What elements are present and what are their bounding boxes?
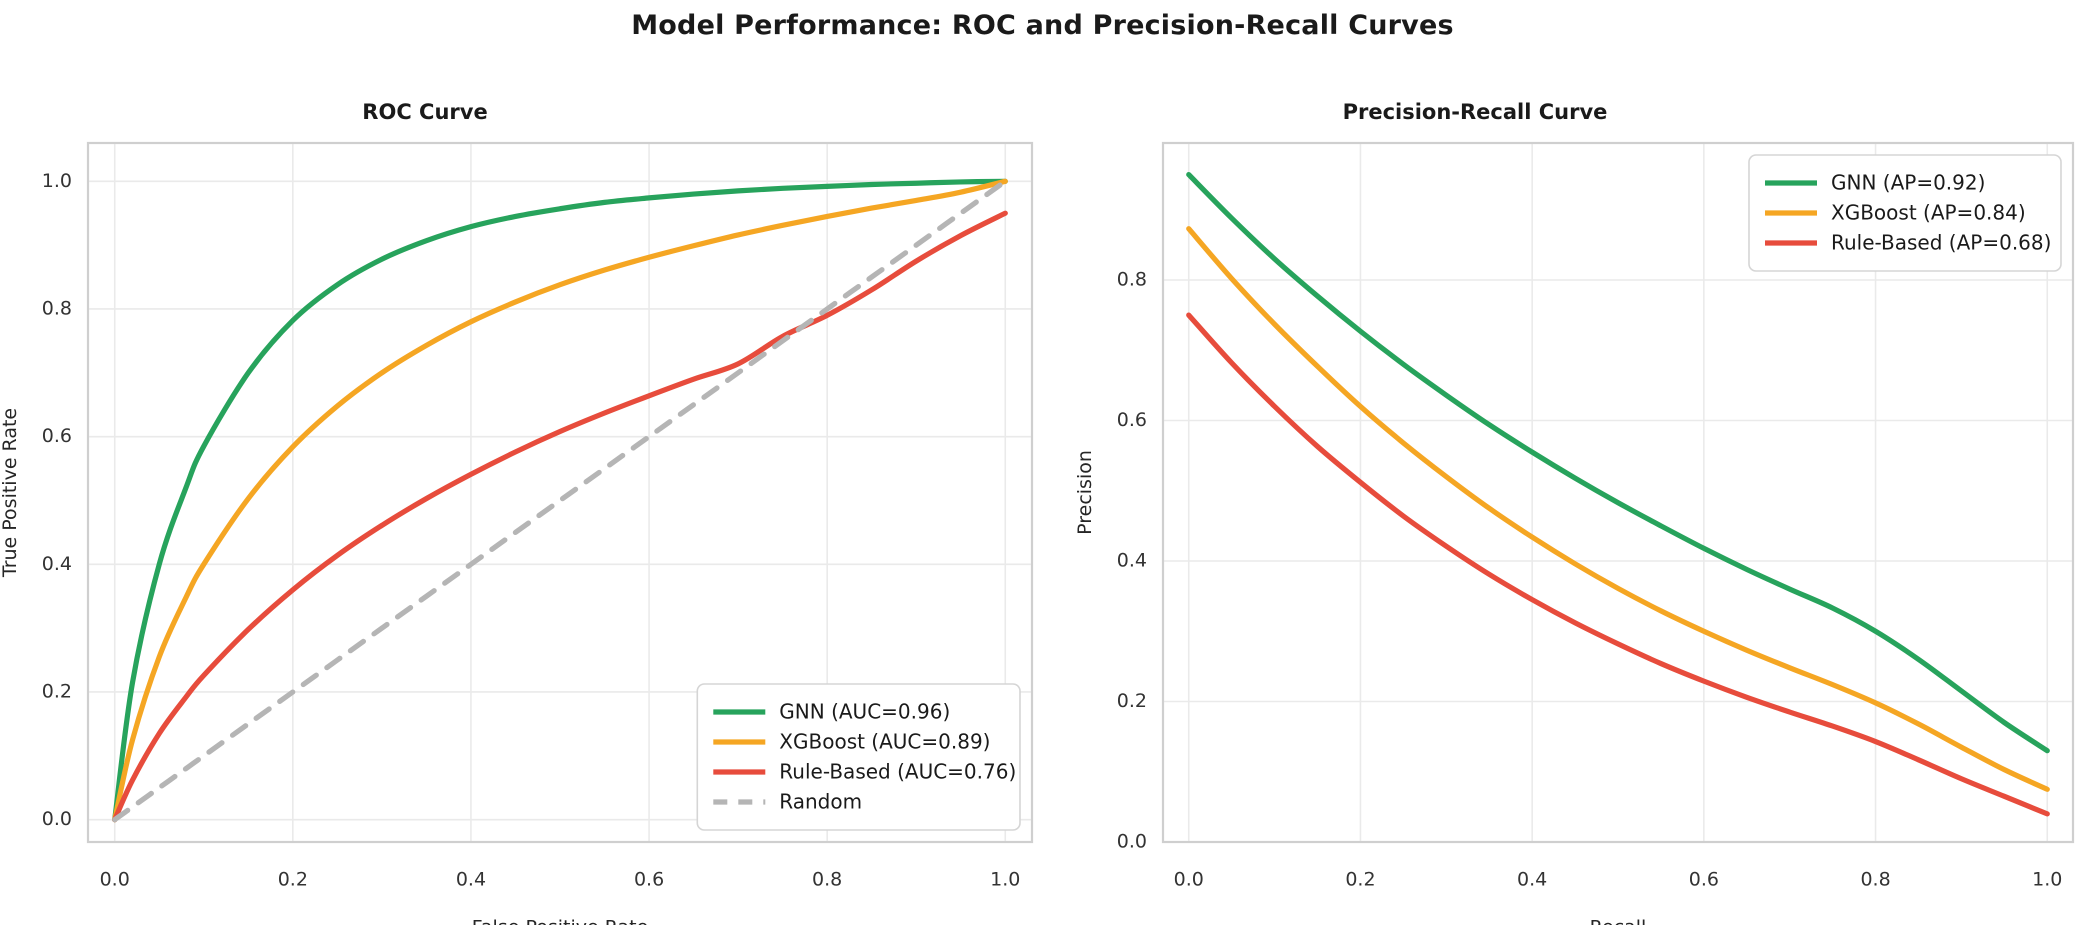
y-tick-label: 0.4 <box>42 553 72 575</box>
x-axis-label: False Positive Rate <box>472 917 649 925</box>
roc-panel: ROC Curve 0.0 0.2 0.4 0.6 0.8 1.0 0.0 0.2 0.4 0.6… <box>0 0 1040 925</box>
x-tick-label: 1.0 <box>990 869 1020 891</box>
legend-box <box>696 683 1021 831</box>
axes-frame <box>86 141 1034 844</box>
x-tick-label: 1.0 <box>2032 869 2062 891</box>
pr-subplot-title: Precision-Recall Curve <box>1342 100 1608 124</box>
roc-plot-svg: 0.0 0.2 0.4 0.6 0.8 1.0 0.0 0.2 0.4 0.6 0.8 1.0 Fals… <box>0 141 1034 925</box>
legend: GNN (AP=0.92) XGBoost (AP=0.84) Rule-Based… <box>1748 154 2062 272</box>
series-line-rule-based <box>112 210 1008 823</box>
axes-frame <box>1161 141 2075 844</box>
y-tick-label: 0.8 <box>1117 268 1147 290</box>
y-tick-label: 0.2 <box>42 680 72 702</box>
y-axis-label: True Positive Rate <box>0 408 21 578</box>
y-tick-label: 0.6 <box>42 425 72 447</box>
legend-label: Rule-Based (AP=0.68) <box>1831 231 2051 255</box>
series-line-xgboost <box>1186 226 2050 792</box>
series-line-rule-based <box>1186 312 2050 817</box>
y-tick-label: 0.8 <box>42 297 72 319</box>
y-tick-label: 0.0 <box>42 808 72 830</box>
series-group <box>1186 172 2050 817</box>
x-axis-label: Recall <box>1590 917 1647 925</box>
legend-box <box>1748 154 2062 272</box>
series-line-random <box>112 178 1008 823</box>
x-tick-label: 0.4 <box>1517 869 1547 891</box>
x-tick-label: 0.8 <box>1860 869 1890 891</box>
x-tick-label: 0.2 <box>1345 869 1375 891</box>
legend-label: Rule-Based (AUC=0.76) <box>779 760 1016 784</box>
series-line-gnn <box>1186 172 2050 754</box>
legend-label: GNN (AUC=0.96) <box>779 700 950 724</box>
x-tick-label: 0.8 <box>812 869 842 891</box>
pr-panel: Precision-Recall Curve 0.0 0.2 0.4 0.6 0.8 1.… <box>1040 0 2085 925</box>
series-group <box>112 178 1008 823</box>
legend-label: Random <box>779 790 862 814</box>
legend-label: XGBoost (AP=0.84) <box>1831 201 2026 225</box>
x-tick-label: 0.6 <box>634 869 664 891</box>
y-tick-label: 0.2 <box>1117 690 1147 712</box>
series-line-gnn <box>112 178 1008 823</box>
x-tick-label: 0.4 <box>456 869 486 891</box>
x-tick-label: 0.0 <box>1174 869 1204 891</box>
x-tick-label: 0.2 <box>278 869 308 891</box>
figure-title: Model Performance: ROC and Precision-Rec… <box>631 10 1454 41</box>
legend-label: GNN (AP=0.92) <box>1831 171 1985 195</box>
y-tick-label: 1.0 <box>42 170 72 192</box>
x-tick-label: 0.0 <box>100 869 130 891</box>
x-tick-label: 0.6 <box>1689 869 1719 891</box>
y-tick-label: 0.4 <box>1117 549 1147 571</box>
legend: GNN (AUC=0.96) XGBoost (AUC=0.89) Rule-Bas… <box>696 683 1021 831</box>
y-tick-label: 0.6 <box>1117 409 1147 431</box>
legend-label: XGBoost (AUC=0.89) <box>779 730 990 754</box>
series-line-xgboost <box>112 178 1008 823</box>
roc-subplot-title: ROC Curve <box>362 100 488 124</box>
y-axis-label: Precision <box>1074 450 1096 535</box>
y-tick-label: 0.0 <box>1117 831 1147 853</box>
pr-plot-svg: 0.0 0.2 0.4 0.6 0.8 1.0 0.0 0.2 0.4 0.6 0.8 Recall P… <box>1074 141 2075 925</box>
